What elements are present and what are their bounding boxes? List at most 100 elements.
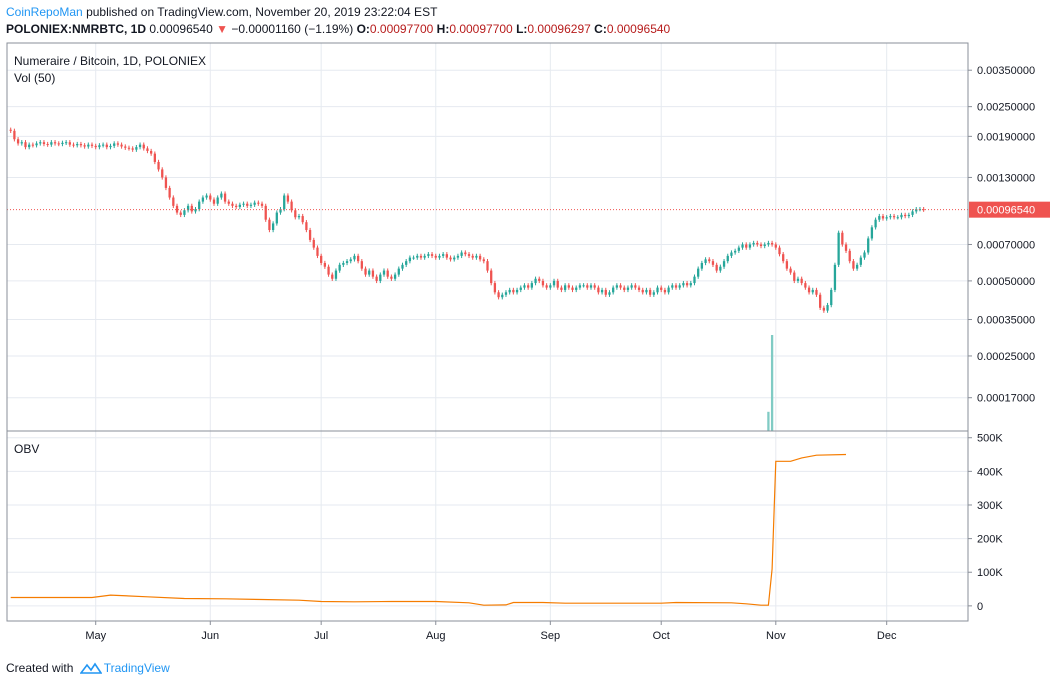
- volume-label: Vol (50): [14, 71, 55, 85]
- candle-body: [227, 201, 230, 204]
- candle-body: [98, 145, 101, 148]
- candle-body: [168, 187, 171, 198]
- candle-body: [190, 205, 193, 212]
- candle-body: [534, 278, 537, 284]
- low-value: 0.00096297: [527, 22, 591, 36]
- publisher-name[interactable]: CoinRepoMan: [6, 5, 83, 19]
- price-tick-label: 0.00250000: [977, 102, 1035, 114]
- candle-body: [892, 216, 896, 218]
- candle-body: [379, 274, 382, 281]
- candle-body: [556, 280, 559, 288]
- candle-body: [253, 202, 256, 205]
- candle-body: [730, 252, 733, 256]
- candle-body: [61, 142, 64, 145]
- candle-body: [290, 201, 293, 211]
- candle-body: [116, 143, 120, 145]
- candle-body: [756, 242, 759, 245]
- candle-body: [283, 195, 286, 210]
- candle-body: [593, 285, 596, 288]
- volume-bars: [767, 335, 774, 431]
- candle-body: [830, 289, 833, 306]
- candle-body: [726, 255, 729, 262]
- candle-body: [79, 144, 83, 146]
- time-axis[interactable]: May Jun Jul Aug Sep Oct Nov Dec: [85, 621, 897, 642]
- candle-body: [124, 146, 127, 148]
- candle-body: [815, 289, 818, 295]
- candle-body: [375, 276, 378, 281]
- candle-body: [264, 205, 267, 220]
- candle-body: [501, 294, 504, 298]
- candle-body: [778, 247, 781, 255]
- obv-pane-title: OBV: [14, 442, 39, 456]
- candle-body: [811, 289, 814, 293]
- candle-body: [9, 129, 12, 131]
- candle-body: [161, 169, 164, 178]
- chart-border: [6, 42, 969, 622]
- candle-body: [353, 255, 356, 260]
- candle-body: [405, 261, 408, 265]
- candle-body: [733, 250, 737, 253]
- candle-body: [360, 261, 363, 269]
- candle-body: [700, 262, 704, 269]
- candle-body: [345, 261, 349, 263]
- time-tick-label: Jul: [314, 630, 328, 642]
- candle-body: [338, 264, 341, 271]
- candle-body: [770, 242, 774, 245]
- candle-body: [538, 278, 541, 281]
- candle-body: [268, 219, 271, 231]
- time-tick-label: Dec: [877, 630, 897, 642]
- candle-body: [257, 202, 260, 204]
- candle-body: [434, 255, 437, 258]
- candle-body: [456, 255, 460, 258]
- candle-body: [68, 142, 71, 145]
- price-axis[interactable]: 0.00350000 0.00250000 0.00190000 0.00130000…: [968, 65, 1050, 405]
- candle-body: [619, 285, 622, 288]
- candle-body: [497, 292, 500, 298]
- candle-body: [523, 285, 526, 288]
- candle-body: [467, 254, 471, 256]
- tradingview-logo-icon[interactable]: [79, 662, 102, 674]
- candle-body: [235, 205, 238, 207]
- candle-body: [109, 145, 112, 148]
- candle-body: [186, 205, 190, 211]
- obv-tick-label: 500K: [977, 433, 1003, 445]
- obv-axis[interactable]: 500K 400K 300K 200K 100K 0: [968, 433, 1003, 613]
- tradingview-link[interactable]: TradingView: [103, 661, 170, 675]
- candle-body: [737, 247, 740, 251]
- candle-body: [305, 222, 308, 231]
- candle-body: [782, 254, 785, 262]
- candle-body: [904, 214, 907, 217]
- candle-body: [142, 144, 145, 149]
- footer: Created with TradingView: [6, 661, 170, 676]
- price-tick-label: 0.00070000: [977, 239, 1035, 251]
- candle-body: [515, 289, 519, 293]
- candle-body: [201, 197, 205, 202]
- candle-body: [349, 259, 352, 262]
- candle-body: [541, 280, 545, 286]
- candle-body: [804, 283, 807, 288]
- candle-body: [630, 285, 633, 288]
- candle-body: [64, 142, 68, 144]
- candle-body: [608, 292, 611, 295]
- candle-body: [759, 244, 763, 247]
- candle-body: [922, 209, 925, 211]
- candle-body: [183, 210, 186, 215]
- candle-body: [741, 244, 744, 248]
- candle-body: [76, 144, 79, 146]
- candle-body: [320, 255, 323, 263]
- candle-body: [626, 287, 630, 290]
- obv-line-group: [10, 453, 847, 606]
- candle-body: [50, 142, 53, 145]
- candle-body: [423, 255, 426, 258]
- candle-body: [28, 144, 31, 148]
- candle-body: [490, 270, 493, 284]
- grid: [7, 43, 968, 621]
- candle-body: [745, 244, 748, 248]
- candle-body: [334, 270, 338, 279]
- candle-body: [464, 252, 467, 255]
- candle-body: [885, 217, 888, 219]
- candle-body: [567, 285, 570, 288]
- candle-body: [719, 266, 722, 271]
- candle-body: [101, 144, 105, 146]
